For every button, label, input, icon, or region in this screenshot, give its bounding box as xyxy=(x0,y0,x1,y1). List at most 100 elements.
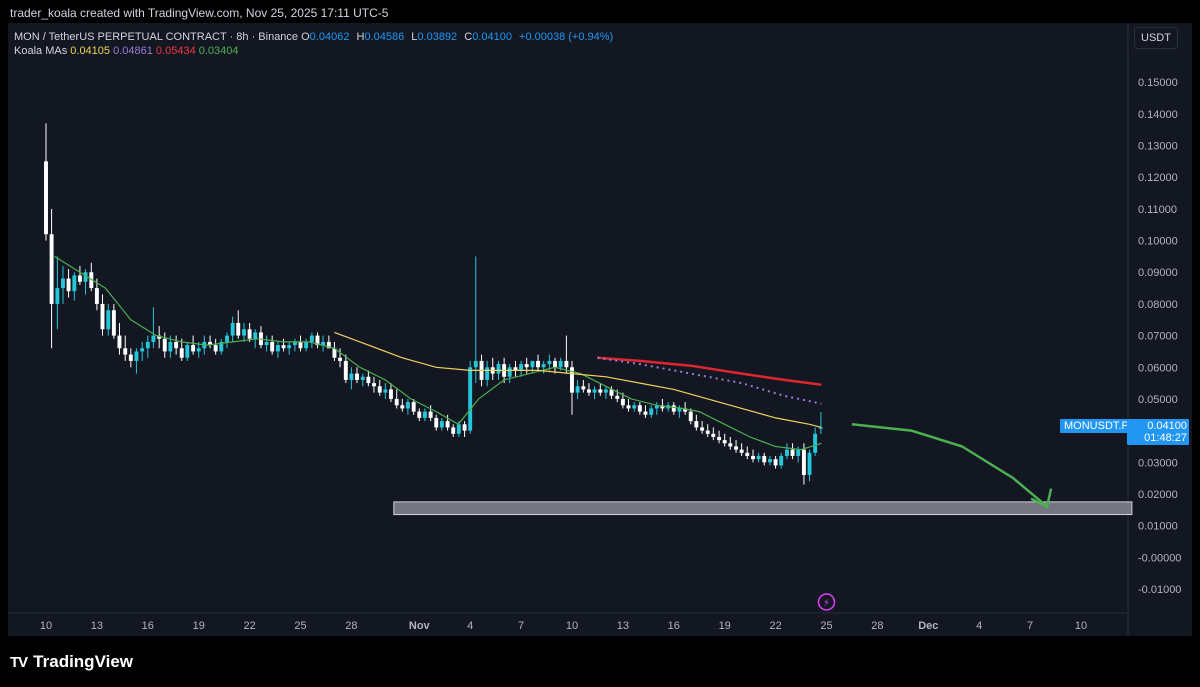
candle-body xyxy=(270,341,275,352)
candle-body xyxy=(275,345,280,352)
x-tick-label: 25 xyxy=(294,620,306,632)
candle-body xyxy=(287,345,292,349)
x-tick-label: 19 xyxy=(193,620,205,632)
candle-body xyxy=(61,278,65,289)
candle-body xyxy=(100,303,105,330)
ma-indicator-label[interactable]: Koala MAs xyxy=(14,45,68,57)
candle-body xyxy=(451,427,456,434)
y-tick-label: 0.07000 xyxy=(1138,331,1178,343)
low-value: 0.03892 xyxy=(417,31,458,43)
candle-body xyxy=(756,455,761,460)
candle-body xyxy=(558,360,563,368)
chart-frame[interactable]: 0.15000 0.14000 0.13000 0.12000 0.11000 0.100… xyxy=(8,23,1192,636)
chart-caption: trader_koala created with TradingView.co… xyxy=(10,6,389,20)
candle-body xyxy=(547,360,552,365)
candle-body xyxy=(575,386,580,393)
x-tick-label: 25 xyxy=(820,620,832,632)
candle-body xyxy=(586,389,591,393)
candle-body xyxy=(507,367,512,377)
candle-body xyxy=(564,360,569,368)
candle-body xyxy=(671,405,676,412)
ma-value-1: 0.04105 xyxy=(70,45,111,57)
candle-body xyxy=(123,348,128,355)
candle-body xyxy=(553,360,557,368)
x-tick-label: 13 xyxy=(91,620,103,632)
y-tick-label: 0.02000 xyxy=(1138,489,1178,501)
candle-body xyxy=(372,383,376,387)
candle-body xyxy=(309,335,314,342)
candle-body xyxy=(536,360,541,368)
candle-body xyxy=(326,341,331,349)
candle-body xyxy=(428,411,433,418)
candle-body xyxy=(179,348,184,358)
candle-body xyxy=(162,338,167,352)
candle-body xyxy=(739,449,744,453)
candle-body xyxy=(145,341,150,349)
candle-body xyxy=(717,436,722,441)
candle-body xyxy=(524,364,529,368)
candle-body xyxy=(598,389,603,393)
candle-body xyxy=(807,452,812,475)
candle-body xyxy=(485,367,490,380)
candle-body xyxy=(111,310,116,336)
y-tick-label: 0.12000 xyxy=(1138,172,1178,184)
x-tick-label: 4 xyxy=(467,620,473,632)
high-value: 0.04586 xyxy=(364,31,405,43)
candle-body xyxy=(603,389,608,393)
candle-body xyxy=(230,322,235,336)
high-label: H xyxy=(356,31,365,43)
change-value: +0.00038 (+0.94%) xyxy=(519,31,614,43)
candle-body xyxy=(519,364,524,371)
candle-body xyxy=(677,408,682,412)
x-tick-label: 16 xyxy=(668,620,680,632)
candle-body xyxy=(117,335,122,349)
candle-body xyxy=(445,421,450,428)
y-tick-label: -0.01000 xyxy=(1138,584,1181,596)
candle-body xyxy=(468,367,473,431)
candle-body xyxy=(77,275,82,282)
candle-body xyxy=(242,329,246,336)
last-price-box: 0.04100 01:48:27 xyxy=(1127,419,1189,445)
candle-body xyxy=(632,405,637,409)
candle-body xyxy=(581,386,586,390)
candle-body xyxy=(360,376,365,380)
candle-body xyxy=(292,341,297,346)
candle-body xyxy=(383,389,388,393)
candle-body xyxy=(400,405,405,409)
candle-body xyxy=(253,332,258,339)
candle-body xyxy=(208,341,213,346)
candle-body xyxy=(72,275,77,292)
candle-body xyxy=(298,341,303,349)
x-tick-label: 28 xyxy=(871,620,883,632)
candle-body xyxy=(140,348,145,352)
symbol-title[interactable]: MON / TetherUS PERPETUAL CONTRACT · 8h ·… xyxy=(14,31,299,43)
tradingview-logo[interactable]: TV TradingView xyxy=(10,652,133,672)
lightning-icon xyxy=(817,593,836,611)
candle-body xyxy=(751,455,755,460)
candle-body xyxy=(762,455,767,463)
x-tick-label: 19 xyxy=(719,620,731,632)
candle-body xyxy=(649,408,654,415)
support-zone xyxy=(393,501,1133,516)
candle-body xyxy=(626,405,631,409)
x-tick-label: 10 xyxy=(566,620,578,632)
candle-body xyxy=(683,408,688,412)
candle-body xyxy=(332,348,337,358)
candle-body xyxy=(513,367,518,371)
ma-red-line xyxy=(597,356,822,386)
x-tick-label: 10 xyxy=(40,620,52,632)
candle-body xyxy=(185,345,190,358)
ma-fast-line xyxy=(54,255,822,451)
candle-body xyxy=(620,398,625,406)
candle-body xyxy=(394,398,399,406)
price-chart[interactable]: 0.15000 0.14000 0.13000 0.12000 0.11000 0.100… xyxy=(8,23,1192,636)
currency-button[interactable]: USDT xyxy=(1134,27,1178,49)
candle-body xyxy=(321,341,326,346)
candle-body xyxy=(456,424,461,434)
candle-body xyxy=(734,446,739,450)
x-tick-label: 28 xyxy=(345,620,357,632)
x-tick-label: Dec xyxy=(918,620,938,632)
candle-body xyxy=(688,411,693,422)
tradingview-mark-icon: TV xyxy=(10,653,28,671)
y-tick-label: 0.11000 xyxy=(1138,204,1177,216)
